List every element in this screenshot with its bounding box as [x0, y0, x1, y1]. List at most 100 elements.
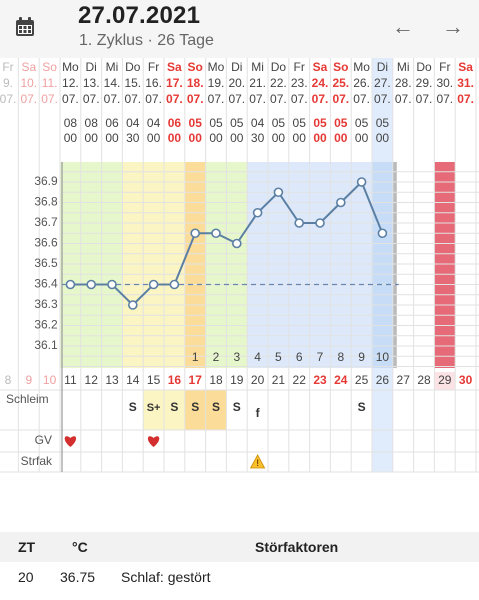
month-label: 07. [353, 92, 370, 106]
weekday-label: Sa [167, 60, 182, 74]
phase-band [268, 162, 289, 368]
time-minute: 00 [147, 131, 161, 145]
temperature-point[interactable] [65, 279, 76, 290]
mucus-value: S [170, 400, 178, 414]
date-label: 30. [436, 76, 453, 90]
time-minute: 00 [293, 131, 307, 145]
month-label: 07. [83, 92, 100, 106]
date-label: 12. [62, 76, 79, 90]
temperature-point[interactable] [190, 228, 200, 239]
date-label: 20. [228, 76, 245, 90]
row-zt: 20 [18, 569, 34, 585]
temperature-point[interactable] [252, 207, 263, 218]
y-tick-label: 36.2 [34, 318, 58, 332]
table-row[interactable]: 20 36.75 Schlaf: gestört [0, 562, 479, 592]
temperature-point[interactable] [107, 279, 117, 290]
month-label: 07. [436, 92, 453, 106]
weekday-label: Do [271, 60, 287, 74]
cycle-day-label: 10 [43, 373, 57, 387]
temperature-point[interactable] [315, 218, 325, 228]
cycle-day-label: 13 [105, 373, 119, 387]
weekday-label: So [333, 60, 348, 74]
month-label: 07. [41, 92, 58, 106]
temperature-point[interactable] [273, 187, 284, 198]
mucus-value: S [129, 400, 137, 414]
mucus-band [184, 390, 206, 430]
date-label: 18. [187, 76, 204, 90]
cycle-day-label: 12 [85, 373, 99, 387]
weekday-label: Fr [2, 60, 13, 74]
date-label: 19. [208, 76, 225, 90]
phase-band [80, 162, 102, 368]
phase-band [60, 162, 81, 368]
temperature-point[interactable] [294, 218, 305, 228]
heart-icon [64, 436, 77, 447]
cycle-day-label: 18 [209, 373, 223, 387]
time-hour: 04 [251, 116, 265, 130]
month-label: 07. [374, 92, 391, 106]
weekday-label: Fr [148, 60, 159, 74]
weekday-label: Fr [439, 60, 450, 74]
col-temp-header: °C [72, 539, 88, 555]
row-temp: 36.75 [60, 569, 96, 585]
weekday-label: Mi [251, 60, 264, 74]
time-hour: 05 [230, 116, 244, 130]
cycle-day-label: 28 [417, 373, 431, 387]
weekday-label: Di [377, 60, 388, 74]
row-factors: Schlaf: gestört [121, 569, 211, 585]
temperature-point[interactable] [356, 177, 367, 187]
date-label: 24. [312, 76, 329, 90]
weekday-label: Fr [294, 60, 305, 74]
cycle-day-label: 21 [272, 373, 286, 387]
app-header: 27.07.2021 1. Zyklus · 26 Tage ← → [0, 0, 479, 58]
post-ovulation-count: 2 [213, 350, 220, 364]
temperature-point[interactable] [128, 300, 138, 310]
phase-band [351, 162, 372, 368]
time-hour: 05 [376, 116, 390, 130]
weekday-label: Mo [62, 60, 79, 74]
y-tick-label: 36.6 [34, 236, 58, 250]
phase-band [330, 162, 352, 368]
month-label: 07. [228, 92, 245, 106]
cycle-chart[interactable]: Fr9.07.8Sa10.07.9So11.07.10Mo12.07.08001… [0, 58, 479, 478]
phase-band [434, 162, 456, 368]
date-label: 26. [353, 76, 370, 90]
time-hour: 04 [147, 116, 161, 130]
date-label: 9. [3, 76, 13, 90]
date-label: 23. [291, 76, 308, 90]
temperature-point[interactable] [377, 228, 388, 239]
time-minute: 00 [272, 131, 286, 145]
temperature-point[interactable] [86, 279, 96, 290]
y-tick-label: 36.8 [34, 195, 58, 209]
time-hour: 05 [334, 116, 348, 130]
phase-band [288, 162, 310, 368]
weekday-label: Sa [458, 60, 473, 74]
time-hour: 08 [85, 116, 99, 130]
cycle-day-label: 19 [230, 373, 244, 387]
post-ovulation-count: 1 [192, 350, 199, 364]
calendar-button[interactable] [10, 12, 40, 42]
warning-icon[interactable] [249, 454, 266, 469]
cycle-subtitle: 1. Zyklus · 26 Tage [79, 32, 214, 49]
time-minute: 00 [334, 131, 348, 145]
date-label: 10. [20, 76, 37, 90]
cycle-day-label: 11 [64, 373, 77, 387]
temperature-point[interactable] [169, 279, 180, 290]
phase-band [226, 162, 248, 368]
month-label: 07. [416, 92, 433, 106]
prev-button[interactable]: ← [388, 12, 418, 42]
cycle-day-label: 29 [438, 373, 452, 387]
today-column [372, 58, 393, 472]
cycle-day-label: 30 [459, 373, 473, 387]
temperature-point[interactable] [232, 238, 242, 249]
weekday-label: Mi [397, 60, 410, 74]
temperature-point[interactable] [148, 279, 159, 290]
date-label: 27. [374, 76, 391, 90]
temperature-point[interactable] [335, 197, 346, 208]
date-label: 17. [166, 76, 183, 90]
date-label: 14. [104, 76, 121, 90]
next-button[interactable]: → [438, 12, 468, 42]
date-label: 22. [270, 76, 287, 90]
cycle-day-label: 9 [25, 373, 32, 387]
temperature-point[interactable] [211, 228, 221, 239]
